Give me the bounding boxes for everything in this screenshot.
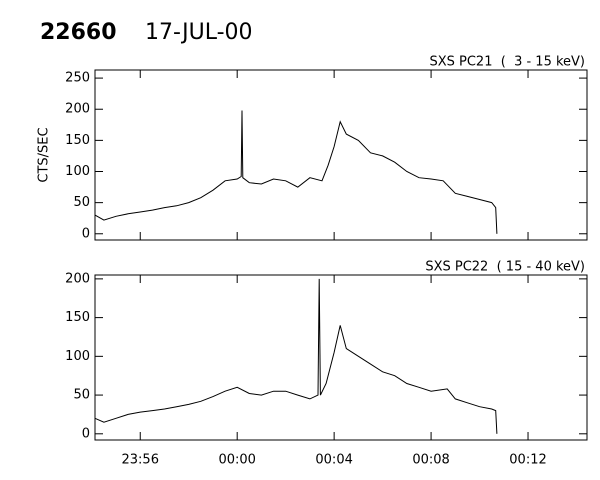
y-tick-label: 150	[65, 310, 90, 325]
x-tick-label: 00:00	[218, 453, 255, 468]
y-tick-label: 250	[65, 71, 90, 86]
x-tick-label: 00:08	[412, 453, 449, 468]
y-tick-label: 50	[73, 195, 90, 210]
plot-frame	[94, 274, 588, 441]
x-tick-label: 00:04	[315, 453, 352, 468]
x-tick-label: 00:12	[509, 453, 546, 468]
y-tick-label: 0	[82, 426, 90, 441]
y-tick-label: 0	[82, 226, 90, 241]
y-tick-label: 100	[65, 349, 90, 364]
data-line	[94, 278, 498, 434]
y-axis-label: CTS/SEC	[37, 127, 52, 182]
header-id: 22660	[40, 20, 117, 45]
y-tick-label: 100	[65, 164, 90, 179]
plot-frame	[94, 69, 588, 241]
data-line	[94, 110, 498, 234]
panel-title: SXS PC22 ( 15 - 40 keV)	[425, 260, 585, 275]
y-tick-label: 50	[73, 388, 90, 403]
y-tick-label: 150	[65, 133, 90, 148]
header-date: 17-JUL-00	[145, 20, 253, 45]
panel-title: SXS PC21 ( 3 - 15 keV)	[429, 55, 585, 70]
y-tick-label: 200	[65, 271, 90, 286]
y-tick-label: 200	[65, 102, 90, 117]
x-tick-label: 23:56	[122, 453, 159, 468]
